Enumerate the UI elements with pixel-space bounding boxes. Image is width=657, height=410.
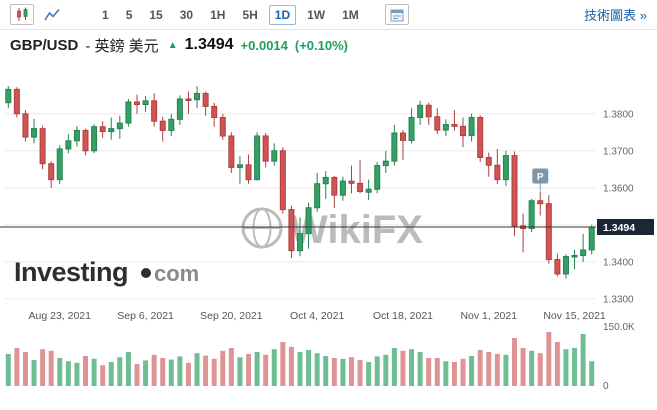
- chart-toolbar: 1 5 15 30 1H 5H 1D 1W 1M 技術圖表 »: [0, 0, 657, 30]
- svg-text:1.3400: 1.3400: [603, 257, 634, 268]
- interval-button-30m[interactable]: 30: [174, 5, 199, 25]
- svg-text:P: P: [537, 172, 544, 183]
- last-price: 1.3494: [184, 36, 234, 53]
- interval-button-1mo[interactable]: 1M: [336, 5, 365, 25]
- svg-text:0: 0: [603, 381, 609, 392]
- date-axis-labels: Aug 23, 2021 Sep 6, 2021 Sep 20, 2021 Oct 4…: [29, 310, 606, 322]
- wikifx-watermark: WikiFX: [241, 207, 423, 252]
- svg-text:Oct 4, 2021: Oct 4, 2021: [290, 310, 344, 322]
- line-chart-icon: [44, 8, 60, 20]
- candles: [5, 86, 595, 279]
- line-chart-type-button[interactable]: [40, 4, 64, 25]
- svg-text:150.0K: 150.0K: [603, 322, 635, 333]
- interval-button-5h[interactable]: 5H: [236, 5, 263, 25]
- interval-button-15m[interactable]: 15: [143, 5, 168, 25]
- svg-text:Sep 6, 2021: Sep 6, 2021: [117, 310, 174, 322]
- svg-text:Aug 23, 2021: Aug 23, 2021: [29, 310, 92, 322]
- svg-text:1.3700: 1.3700: [603, 146, 634, 157]
- symbol-name: - 英鎊 美元: [85, 37, 159, 55]
- svg-text:Nov 15, 2021: Nov 15, 2021: [543, 310, 606, 322]
- candlestick-icon: [16, 7, 27, 21]
- svg-text:com: com: [154, 261, 199, 286]
- volume-bars: [5, 332, 595, 386]
- interval-button-1m[interactable]: 1: [96, 5, 115, 25]
- svg-text:1.3600: 1.3600: [603, 183, 634, 194]
- p-marker[interactable]: P: [532, 168, 549, 191]
- chart-area: 1.38001.37001.36001.35001.34001.3300150.…: [0, 60, 657, 405]
- candlestick-chart-type-button[interactable]: [10, 4, 34, 25]
- up-arrow-icon: ▲: [167, 39, 178, 51]
- interval-button-1w[interactable]: 1W: [301, 5, 331, 25]
- svg-text:WikiFX: WikiFX: [290, 208, 423, 252]
- svg-text:1.3494: 1.3494: [603, 222, 635, 234]
- interval-button-1h[interactable]: 1H: [204, 5, 231, 25]
- svg-text:Oct 18, 2021: Oct 18, 2021: [373, 310, 433, 322]
- price-volume-chart[interactable]: 1.38001.37001.36001.35001.34001.3300150.…: [0, 60, 657, 405]
- price-change-percent: (+0.10%): [294, 37, 349, 53]
- interval-selector: 1 5 15 30 1H 5H 1D 1W 1M: [96, 4, 365, 25]
- svg-text:1.3800: 1.3800: [603, 109, 634, 120]
- technical-chart-link[interactable]: 技術圖表 »: [584, 8, 647, 23]
- investing-watermark: Investing com: [14, 257, 199, 287]
- svg-text:Investing: Investing: [14, 257, 128, 287]
- events-calendar-button[interactable]: [384, 4, 409, 25]
- calendar-icon: [390, 9, 404, 21]
- svg-text:Sep 20, 2021: Sep 20, 2021: [200, 310, 263, 322]
- price-change: +0.0014: [240, 37, 288, 53]
- interval-button-5m[interactable]: 5: [120, 5, 139, 25]
- svg-text:1.3300: 1.3300: [603, 294, 634, 305]
- current-price-label: 1.3494: [597, 218, 654, 235]
- volume-axis-labels: 150.0K 0: [603, 322, 635, 392]
- svg-text:Nov 1, 2021: Nov 1, 2021: [460, 310, 517, 322]
- symbol-title: GBP/USD: [10, 36, 79, 54]
- instrument-header: GBP/USD - 英鎊 美元 ▲ 1.3494 +0.0014 (+0.10%…: [0, 30, 657, 60]
- interval-button-1d[interactable]: 1D: [268, 4, 297, 25]
